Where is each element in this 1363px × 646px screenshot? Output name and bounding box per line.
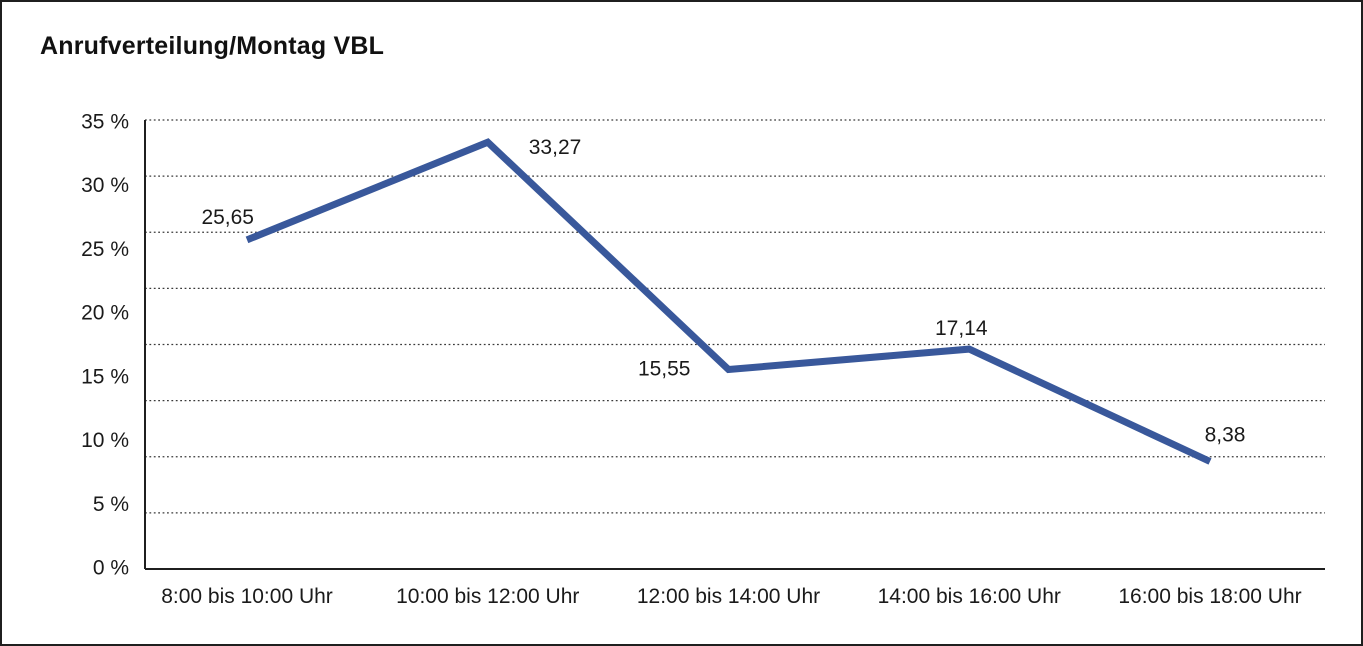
series-line bbox=[245, 138, 1212, 465]
y-tick-label: 35 % bbox=[81, 111, 129, 134]
x-tick-label: 16:00 bis 18:00 Uhr bbox=[1118, 585, 1301, 608]
data-label: 15,55 bbox=[638, 358, 691, 381]
x-tick-label: 8:00 bis 10:00 Uhr bbox=[161, 585, 333, 608]
data-label: 33,27 bbox=[529, 136, 582, 159]
y-tick-label: 30 % bbox=[81, 174, 129, 197]
data-label: 25,65 bbox=[201, 206, 254, 229]
y-tick-label: 15 % bbox=[81, 365, 129, 388]
x-tick-label: 14:00 bis 16:00 Uhr bbox=[878, 585, 1061, 608]
data-label: 8,38 bbox=[1205, 423, 1246, 446]
y-tick-label: 10 % bbox=[81, 429, 129, 452]
x-tick-label: 10:00 bis 12:00 Uhr bbox=[396, 585, 579, 608]
data-label: 17,14 bbox=[935, 317, 988, 340]
chart-title: Anrufverteilung/Montag VBL bbox=[40, 32, 385, 60]
y-tick-label: 25 % bbox=[81, 238, 129, 261]
x-tick-label: 12:00 bis 14:00 Uhr bbox=[637, 585, 820, 608]
y-tick-label: 5 % bbox=[93, 493, 129, 516]
y-tick-label: 20 % bbox=[81, 302, 129, 325]
y-tick-label: 0 % bbox=[93, 557, 129, 580]
